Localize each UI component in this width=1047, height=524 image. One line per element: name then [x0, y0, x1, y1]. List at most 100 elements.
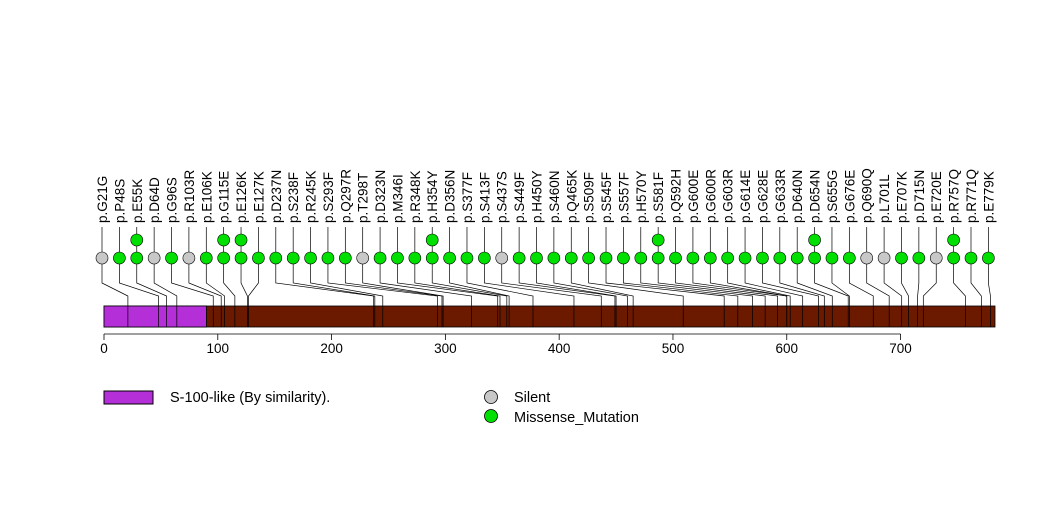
- mutation-label-d356n: p.D356N: [443, 170, 458, 223]
- lollipop-head-g115e: [217, 251, 230, 265]
- lollipop-head-r757q: [947, 251, 960, 265]
- lollipop-head-s545f: [599, 251, 613, 265]
- lollipop-head-e720e: [929, 251, 943, 265]
- lollipop-head-g600r: [703, 251, 717, 265]
- lollipop-head-s557f: [617, 251, 630, 265]
- connector-s449f: [518, 227, 616, 306]
- lollipop-head-d237n: [269, 251, 283, 265]
- legend-missense-swatch: [484, 409, 498, 423]
- lollipop-head-r348k: [408, 251, 422, 265]
- lollipop-head-d715n: [912, 251, 926, 265]
- x-tick-label-100: 100: [207, 341, 230, 356]
- connector-s655g: [831, 227, 850, 306]
- lollipop-head-d654n: [808, 251, 821, 265]
- mutation-label-s238f: p.S238F: [286, 172, 301, 223]
- lollipop-head-e127k: [252, 251, 265, 265]
- lollipop-head-q592h: [669, 251, 682, 265]
- lollipop-head-r757q-2: [947, 233, 960, 247]
- mutation-label-d654n: p.D654N: [808, 170, 823, 223]
- lollipop-head-g628e: [756, 251, 769, 265]
- lollipop-head-g600e: [686, 251, 700, 265]
- lollipop-head-e779k: [982, 251, 995, 265]
- connector-r103r: [188, 227, 222, 306]
- mutation-label-e106k: p.E106K: [199, 171, 214, 223]
- mutation-label-g676e: p.G676E: [842, 170, 857, 223]
- mutation-label-r245k: p.R245K: [304, 170, 319, 223]
- x-tick-label-700: 700: [889, 341, 912, 356]
- connector-h450y: [536, 227, 617, 306]
- lollipop-head-s581f: [651, 251, 665, 265]
- mutation-label-s460n: p.S460N: [547, 170, 562, 223]
- mutation-label-g115e: p.G115E: [217, 171, 232, 223]
- connector-e720e: [922, 227, 937, 306]
- mutation-label-q690q: p.Q690Q: [860, 168, 875, 223]
- connector-s293f: [327, 227, 438, 306]
- lollipop-head-s437s: [495, 251, 509, 265]
- x-tick-label-300: 300: [434, 341, 457, 356]
- lollipop-heads: [95, 233, 995, 265]
- legend-missense-label: Missense_Mutation: [514, 410, 639, 426]
- lollipop-head-s655g: [825, 251, 839, 265]
- mutation-label-s449f: p.S449F: [512, 172, 527, 223]
- lollipop-head-d64d: [147, 251, 161, 265]
- lollipop-head-e106k: [199, 251, 213, 265]
- mutation-label-r771q: p.R771Q: [964, 169, 979, 223]
- legend-silent-label: Silent: [514, 390, 550, 406]
- lollipop-head-q465k: [564, 251, 578, 265]
- mutation-label-d64d: p.D64D: [147, 177, 162, 223]
- lollipop-head-m346i: [391, 251, 404, 265]
- mutation-label-g96s: p.G96S: [165, 177, 180, 223]
- mutation-label-s655g: p.S655G: [825, 170, 840, 223]
- lollipop-head-g21g: [95, 251, 109, 265]
- mutation-label-q297r: p.Q297R: [338, 169, 353, 223]
- mutation-label-l701l: p.L701L: [877, 174, 892, 223]
- mutation-label-e707k: p.E707K: [894, 171, 909, 223]
- mutation-label-e127k: p.E127K: [251, 171, 266, 223]
- mutation-label-h354y: p.H354Y: [425, 170, 440, 223]
- mutation-label-s545f: p.S545F: [599, 172, 614, 223]
- mutation-label-s437s: p.S437S: [495, 171, 510, 223]
- connector-g96s: [171, 227, 214, 306]
- x-tick-label-600: 600: [775, 341, 798, 356]
- lollipop-head-g96s: [165, 251, 178, 265]
- lollipop-head-d323n: [373, 251, 387, 265]
- mutation-label-d715n: p.D715N: [912, 170, 927, 223]
- protein-track: [103, 305, 996, 328]
- mutation-label-h450y: p.H450Y: [530, 170, 545, 223]
- mutation-label-e55k: p.E55K: [130, 179, 145, 223]
- mutation-label-g628e: p.G628E: [755, 170, 770, 223]
- connector-d237n: [275, 227, 375, 306]
- lollipop-head-l701l: [877, 251, 891, 265]
- mutation-label-d237n: p.D237N: [269, 170, 284, 223]
- mutation-label-g633r: p.G633R: [773, 169, 788, 223]
- mutation-label-g21g: p.G21G: [95, 176, 110, 223]
- x-tick-label-200: 200: [320, 341, 343, 356]
- connector-g21g: [101, 227, 129, 306]
- connector-d64d: [153, 227, 178, 306]
- mutation-label-g603r: p.G603R: [721, 169, 736, 223]
- legend-silent-swatch: [484, 390, 498, 404]
- legend-domain-swatch: [103, 390, 154, 405]
- lollipop-head-e126k-2: [234, 233, 248, 247]
- connector-s581f: [657, 227, 766, 306]
- lollipop-head-h450y: [530, 251, 543, 265]
- lollipop-head-h354y-2: [425, 233, 439, 247]
- connector-l701l: [883, 227, 903, 306]
- lollipop-head-h570y: [634, 251, 648, 265]
- domain-blocks: [103, 305, 207, 328]
- mutation-label-s293f: p.S293F: [321, 172, 336, 223]
- lollipop-head-s581f-2: [651, 233, 665, 247]
- mutation-label-g600e: p.G600E: [686, 170, 701, 223]
- lollipop-head-h354y: [425, 251, 439, 265]
- legend: S-100-like (By similarity). Silent Misse…: [103, 390, 639, 426]
- lollipop-head-g633r: [773, 251, 787, 265]
- lollipop-head-s509f: [582, 251, 595, 265]
- lollipop-head-e55k: [130, 251, 144, 265]
- mutation-label-g614e: p.G614E: [738, 170, 753, 223]
- x-tick-label-500: 500: [662, 341, 685, 356]
- mutation-label-r103r: p.R103R: [182, 169, 197, 223]
- lollipop-head-q690q: [860, 251, 874, 265]
- mutation-label-m346i: p.M346I: [390, 174, 405, 223]
- mutation-label-e720e: p.E720E: [929, 171, 944, 223]
